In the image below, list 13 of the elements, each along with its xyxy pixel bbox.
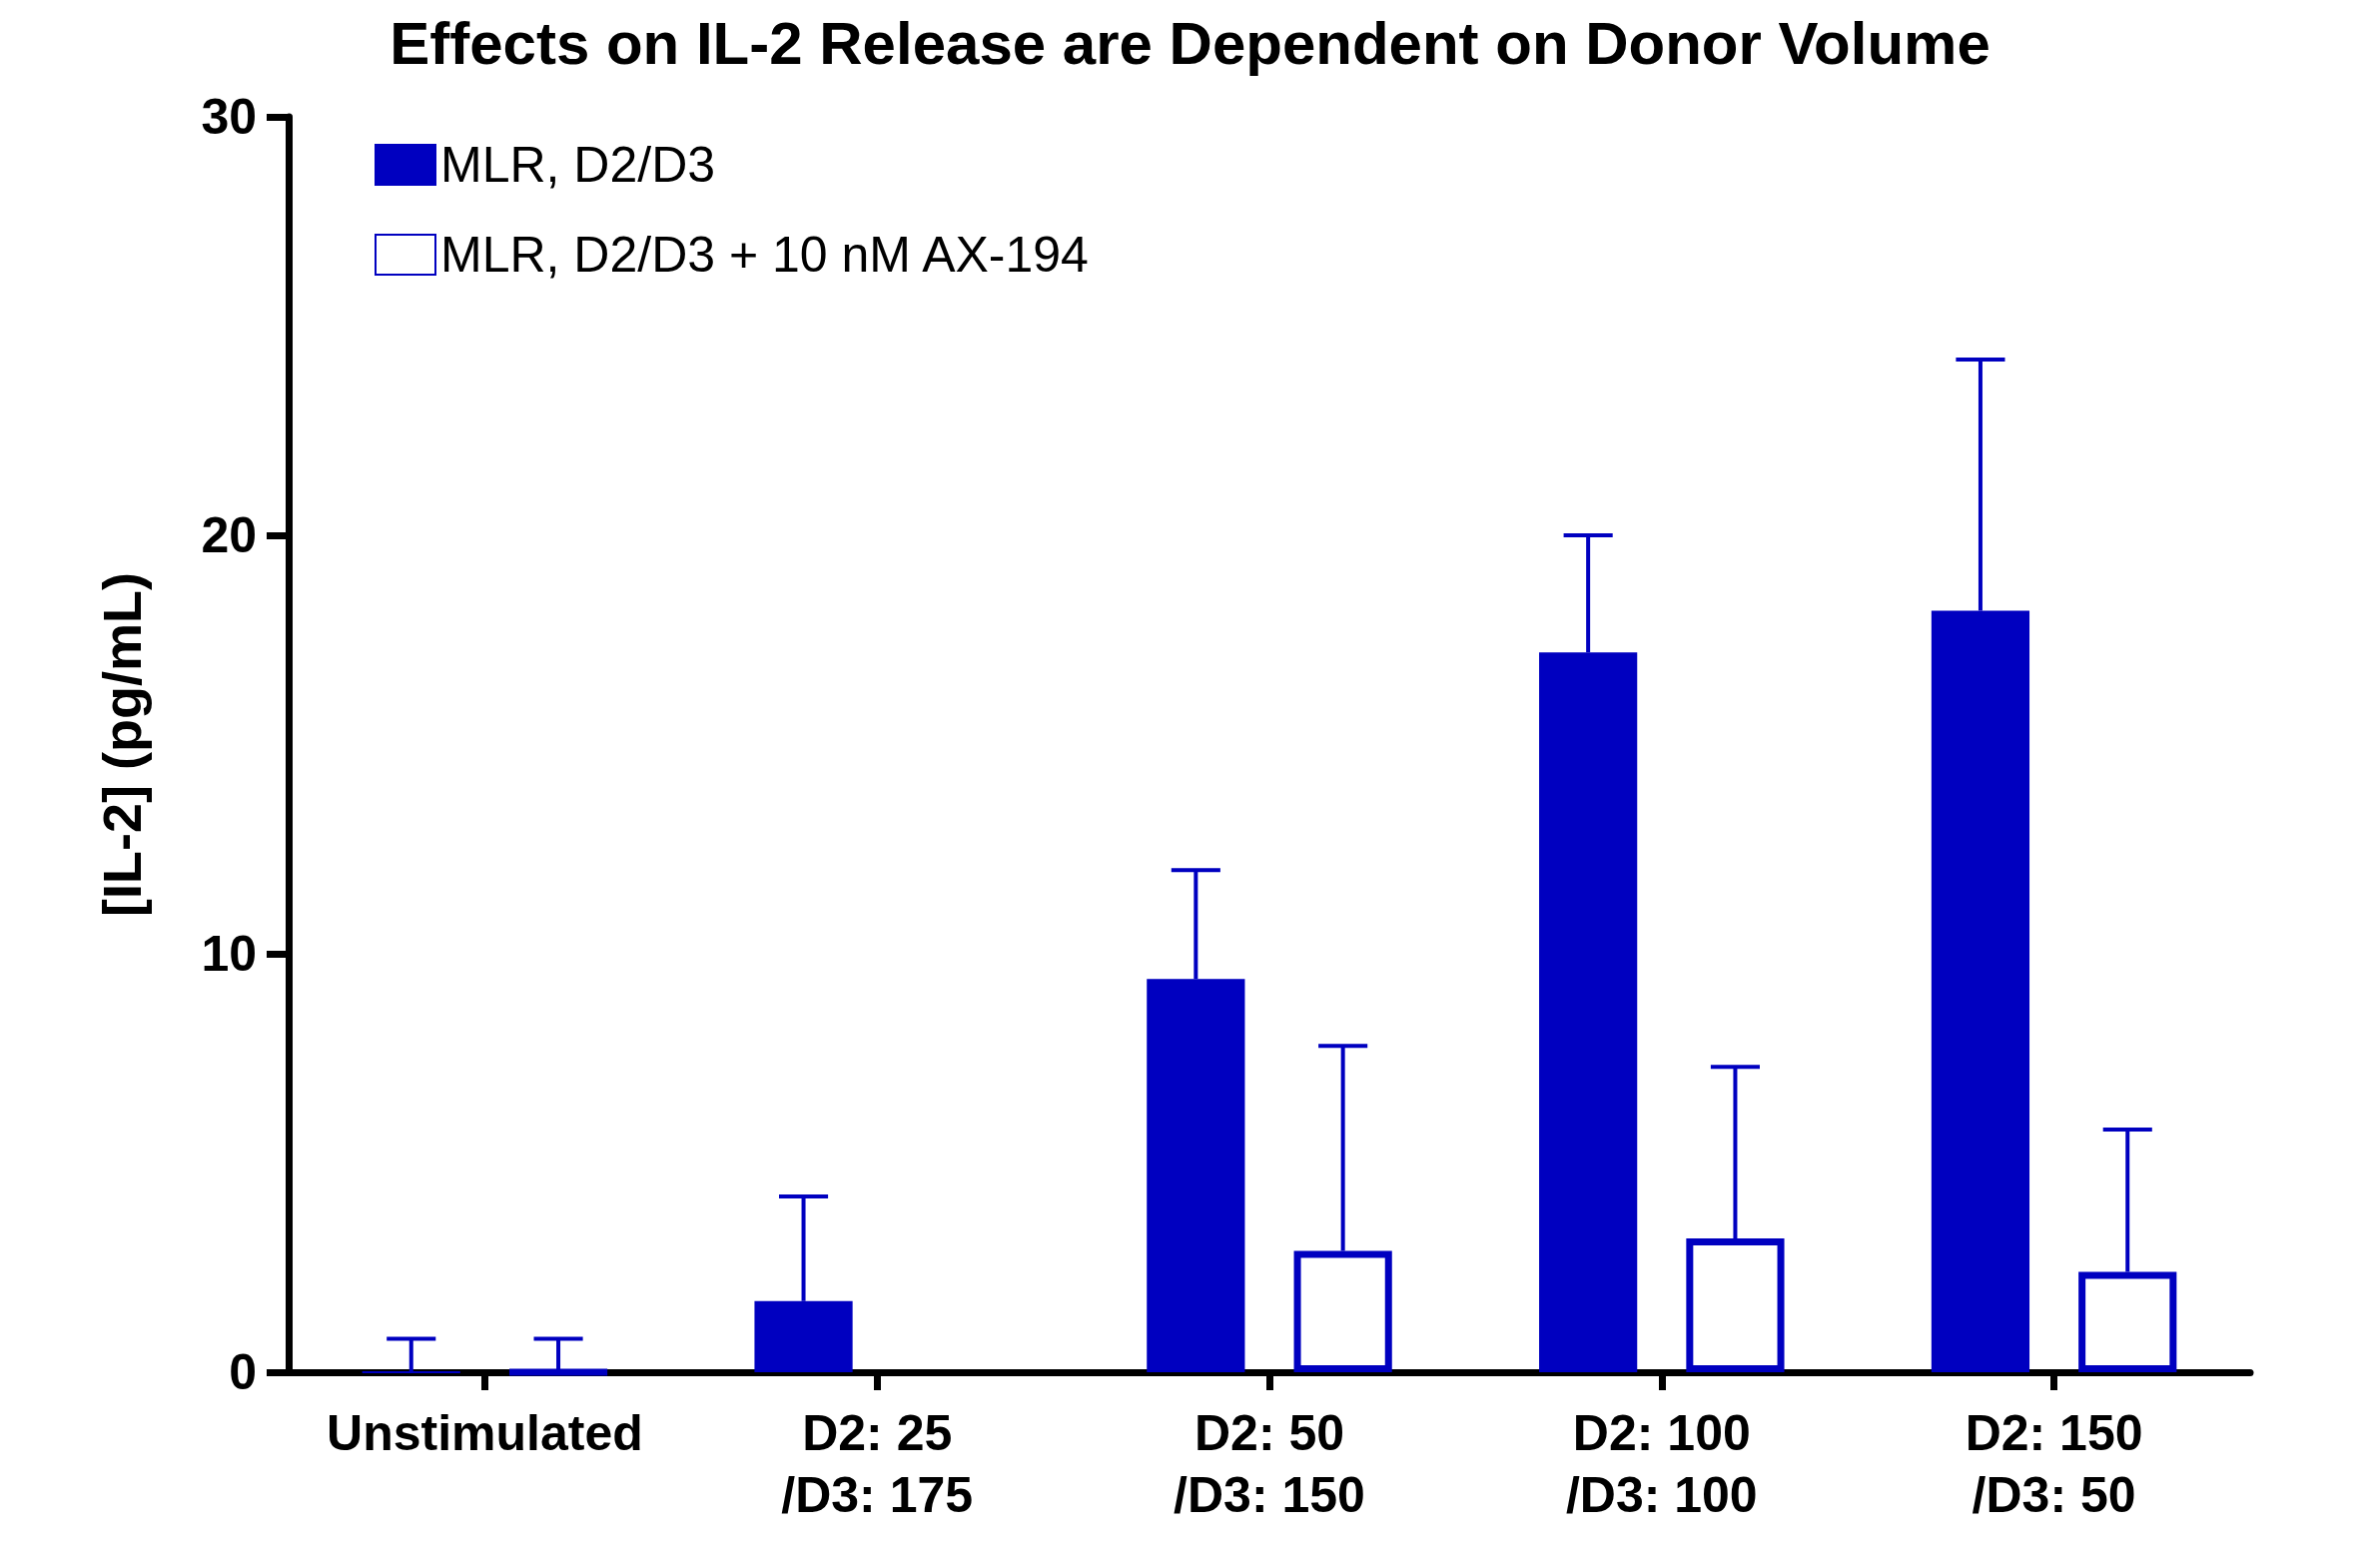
y-axis-title: [IL-2] (pg/mL): [92, 572, 152, 917]
x-tick-label: D2: 100 /D3: 100: [1565, 1405, 1758, 1523]
y-tick-label: 0: [229, 1344, 257, 1400]
legend-label: MLR, D2/D3 + 10 nM AX-194: [440, 227, 1089, 283]
y-tick-label: 20: [201, 507, 257, 563]
legend-label: MLR, D2/D3: [440, 137, 716, 193]
x-tick-label: Unstimulated: [327, 1405, 643, 1461]
x-tick-label: D2: 50 /D3: 150: [1174, 1405, 1365, 1523]
x-tick-label: D2: 25 /D3: 175: [781, 1405, 974, 1523]
y-tick-label: 30: [201, 89, 257, 145]
y-tick-label: 10: [201, 926, 257, 982]
x-tick-label: D2: 150 /D3: 50: [1965, 1405, 2143, 1523]
chart-title: Effects on IL-2 Release are Dependent on Donor Volume: [390, 9, 1990, 77]
